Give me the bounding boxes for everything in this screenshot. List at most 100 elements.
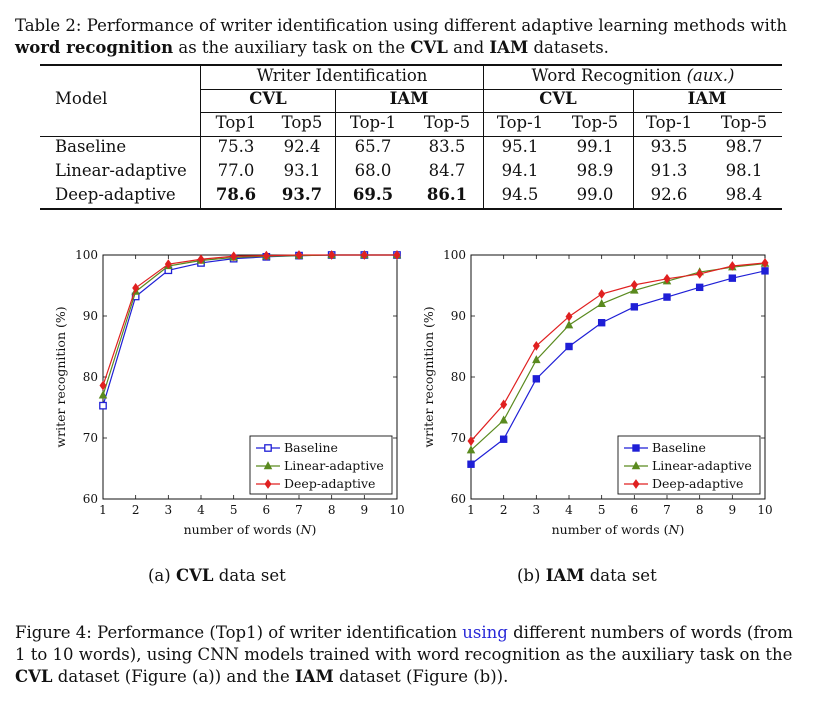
y-axis-label: writer recognition (%): [53, 306, 68, 447]
x-axis-label-text: number of words (: [184, 522, 301, 537]
x-tick-label: 10: [389, 503, 404, 517]
table-cell: 94.5: [501, 185, 539, 204]
data-point-baseline: [663, 293, 671, 301]
y-tick-label: 90: [83, 309, 98, 323]
table-dataset-cvl-1: CVL: [249, 89, 287, 108]
y-tick-label: 60: [83, 492, 98, 506]
x-tick-label: 8: [696, 503, 704, 517]
y-tick-label: 70: [83, 431, 98, 445]
figure-caption-link[interactable]: using: [462, 623, 508, 642]
table-bottom-rule: [40, 208, 782, 210]
table-cell: 93.1: [283, 161, 321, 180]
table-cell: 92.4: [283, 137, 321, 156]
data-point-deep-adaptive: [630, 280, 638, 290]
table-cell: 77.0: [217, 161, 255, 180]
table-group-word-recognition-label: Word Recognition: [531, 66, 682, 85]
table-group-rule: [200, 89, 782, 90]
data-point-deep-adaptive: [328, 250, 336, 260]
table-cell: 99.1: [576, 137, 614, 156]
data-point-linear-adaptive: [597, 298, 606, 307]
figure-caption-bold-iam: IAM: [294, 667, 334, 686]
table-header-rule: [40, 136, 782, 137]
x-tick-label: 2: [500, 503, 508, 517]
data-point-linear-adaptive: [466, 445, 476, 454]
figure-caption-part1: Figure 4: Performance (Top1) of writer i…: [15, 623, 463, 642]
table-group-aux: (aux.): [686, 66, 735, 85]
series-line-baseline: [102, 254, 397, 406]
x-tick-label: 4: [197, 503, 205, 517]
y-tick-label: 90: [451, 309, 466, 323]
table-cell: 78.6: [215, 185, 257, 204]
legend-label: Linear-adaptive: [284, 458, 384, 473]
table-subheader: Top5: [281, 113, 323, 132]
table-cell: 98.7: [725, 137, 763, 156]
chart-iam: 60 70 80 90 100 1 2 3 4 5 6 7 8 9 10 number of words (N…: [421, 248, 773, 537]
x-axis-label: number of words (N): [184, 522, 317, 537]
table-caption-bold-iam: IAM: [489, 38, 529, 57]
table-cell: 65.7: [354, 137, 392, 156]
legend-marker: [632, 479, 640, 489]
subcaption-a-prefix: (a): [148, 566, 176, 585]
legend-marker: [631, 461, 641, 470]
legend-marker: [264, 444, 272, 452]
x-tick-label: 7: [295, 503, 303, 517]
x-tick-label: 5: [598, 503, 606, 517]
table-cell: 98.4: [725, 185, 763, 204]
legend-label: Linear-adaptive: [652, 458, 752, 473]
subcaption-b-prefix: (b): [517, 566, 546, 585]
x-tick-label: 6: [631, 503, 639, 517]
results-table: Model Writer Identification Word Recogni…: [40, 64, 782, 210]
table-cell: 91.3: [650, 161, 688, 180]
data-point-deep-adaptive: [262, 250, 270, 261]
table-caption-suffix: datasets.: [528, 38, 609, 57]
x-axis-label-var: N: [668, 522, 681, 537]
table-cell: 86.1: [426, 185, 468, 204]
data-point-baseline: [499, 435, 508, 443]
subcaption-a-bold: CVL: [175, 566, 214, 585]
figure-caption: Figure 4: Performance (Top1) of writer i…: [15, 622, 815, 688]
table-dataset-cvl-2: CVL: [539, 89, 577, 108]
table-subheader: Top-5: [571, 113, 619, 132]
table-dataset-rule: [200, 112, 782, 113]
data-point-deep-adaptive: [164, 259, 172, 270]
data-point-linear-adaptive: [564, 320, 574, 329]
data-point-deep-adaptive: [393, 250, 401, 260]
data-point-deep-adaptive: [230, 251, 238, 262]
x-tick-label: 9: [729, 503, 737, 517]
data-point-baseline: [565, 342, 573, 351]
x-tick-label: 1: [99, 503, 107, 517]
table-cell: 69.5: [352, 185, 394, 204]
data-point-deep-adaptive: [132, 283, 140, 293]
data-point-deep-adaptive: [197, 254, 205, 265]
table-caption-line1: Table 2: Performance of writer identific…: [15, 15, 815, 37]
data-point-baseline: [630, 303, 639, 311]
x-tick-label: 3: [165, 503, 173, 517]
y-tick-label: 100: [75, 248, 98, 262]
series-line-deep-adaptive: [470, 262, 766, 442]
table-subheader: Top1: [215, 113, 257, 132]
y-tick-label: 60: [451, 492, 466, 506]
x-axis-label-close: ): [679, 522, 684, 537]
series-line-deep-adaptive: [102, 254, 397, 386]
data-point-deep-adaptive: [761, 258, 769, 268]
data-point-baseline: [597, 319, 606, 327]
data-point-baseline: [467, 460, 475, 468]
table-vrule-2: [335, 89, 336, 209]
x-tick-label: 10: [757, 503, 772, 517]
x-axis-label-var: N: [300, 522, 313, 537]
data-point-linear-adaptive: [630, 285, 639, 294]
table-caption-line2: word recognition as the auxiliary task o…: [15, 37, 815, 59]
table-cell: 98.9: [576, 161, 614, 180]
table-vrule-1: [200, 64, 201, 209]
x-tick-label: 8: [328, 503, 336, 517]
series-line-linear-adaptive: [102, 254, 397, 396]
table-cell: 92.6: [650, 185, 688, 204]
table-caption-bold-cvl: CVL: [410, 38, 448, 57]
table-vrule-4: [633, 89, 634, 209]
table-cell: 98.1: [725, 161, 763, 180]
data-point-baseline: [99, 401, 107, 410]
table-cell: 83.5: [428, 137, 466, 156]
table-subheader: Top-5: [423, 113, 471, 132]
table-cell: 93.7: [281, 185, 323, 204]
legend-marker: [632, 444, 640, 452]
